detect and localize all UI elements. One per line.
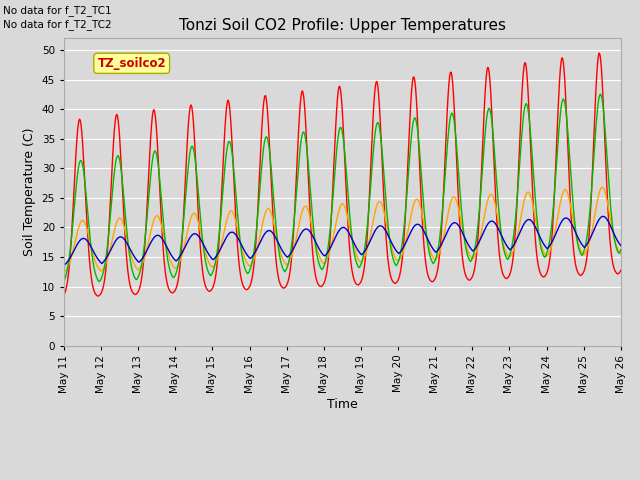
Title: Tonzi Soil CO2 Profile: Upper Temperatures: Tonzi Soil CO2 Profile: Upper Temperatur… xyxy=(179,18,506,33)
Y-axis label: Soil Temperature (C): Soil Temperature (C) xyxy=(23,128,36,256)
X-axis label: Time: Time xyxy=(327,398,358,411)
Text: No data for f_T2_TC1
No data for f_T2_TC2: No data for f_T2_TC1 No data for f_T2_TC… xyxy=(3,5,112,30)
Text: TZ_soilco2: TZ_soilco2 xyxy=(97,57,166,70)
